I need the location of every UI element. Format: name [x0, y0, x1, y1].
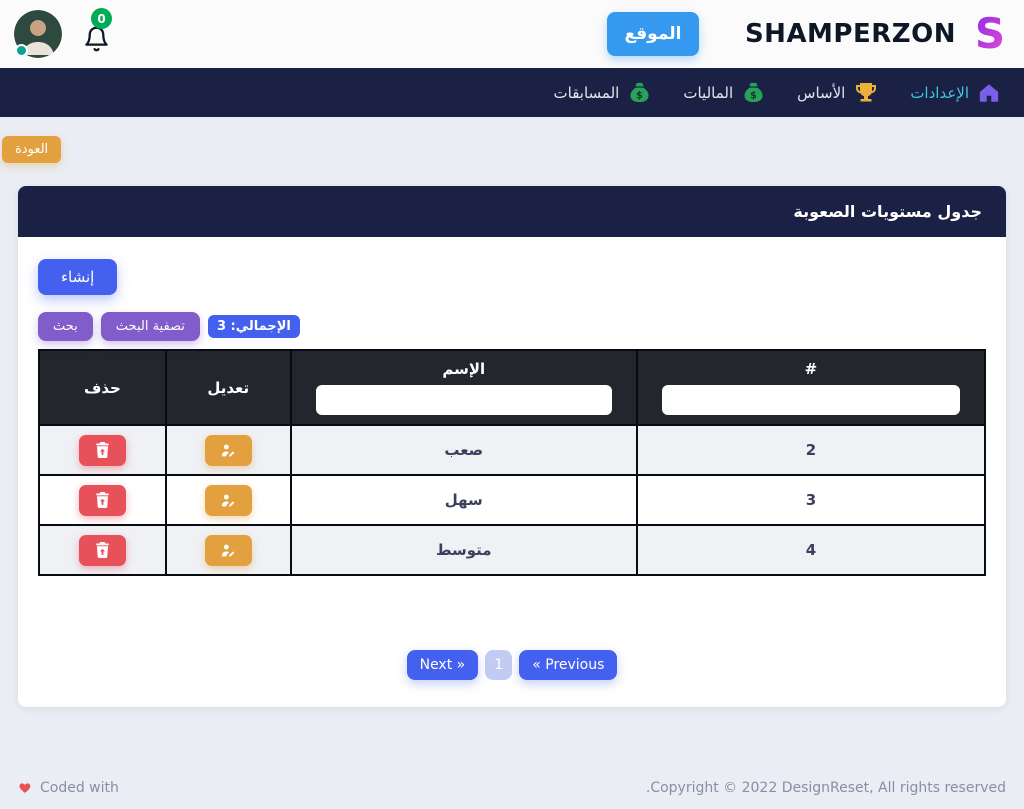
row-id-cell: 4 [635, 524, 987, 576]
previous-page-button[interactable]: Previous » [519, 650, 618, 680]
table-header: # الإسم تعديل حذف [38, 349, 987, 426]
user-avatar[interactable] [14, 10, 62, 58]
difficulty-levels-card: جدول مستويات الصعوبة إنشاء الإجمالي: 3 ت… [18, 186, 1006, 707]
notification-count-badge: 0 [91, 8, 112, 29]
edit-button[interactable] [204, 534, 252, 566]
trophy-icon [856, 82, 877, 101]
online-status-dot [15, 44, 28, 57]
svg-text:$: $ [637, 90, 644, 101]
column-header-delete: حذف [38, 349, 167, 426]
delete-button[interactable] [78, 434, 126, 466]
create-row: إنشاء [38, 259, 986, 295]
page-footer: Copyright © 2022 DesignReset, All rights… [0, 780, 1024, 809]
column-header-edit: تعديل [164, 349, 292, 426]
difficulty-levels-table: # الإسم تعديل حذف 2 صعب [38, 349, 987, 576]
site-button[interactable]: الموقع [606, 12, 699, 56]
svg-text:S: S [975, 11, 1005, 57]
row-edit-cell [164, 474, 292, 526]
create-button[interactable]: إنشاء [38, 259, 118, 295]
nav-label: الماليات [683, 83, 734, 102]
table-row: 4 متوسط [38, 524, 987, 576]
row-id-cell: 2 [635, 424, 987, 476]
delete-button[interactable] [78, 534, 126, 566]
next-page-button[interactable]: « Next [406, 650, 479, 680]
user-edit-icon [222, 494, 235, 507]
bell-icon [85, 26, 108, 52]
column-header-name: الإسم [289, 349, 638, 426]
edit-button[interactable] [204, 434, 252, 466]
total-badge: الإجمالي: 3 [207, 315, 300, 338]
row-edit-cell [164, 424, 292, 476]
brand-logo-icon: S [975, 11, 1005, 57]
table-row: 2 صعب [38, 424, 987, 476]
id-filter-input[interactable] [661, 385, 960, 415]
coded-with: Coded with [18, 780, 119, 796]
coded-with-text: Coded with [40, 780, 119, 796]
table-body: 2 صعب [38, 424, 987, 576]
notifications-button[interactable]: 0 [82, 8, 112, 56]
table-row: 3 سهل [38, 474, 987, 526]
nav-item-competitions[interactable]: $ المسابقات [538, 68, 668, 117]
heart-icon [19, 783, 31, 794]
page-title: جدول مستويات الصعوبة [793, 202, 982, 221]
column-label: # [804, 360, 818, 378]
row-name-cell: صعب [289, 424, 638, 476]
name-filter-input[interactable] [315, 385, 612, 415]
top-header: S SHAMPERZON الموقع 0 [0, 0, 1024, 68]
page-number-button[interactable]: 1 [485, 650, 513, 680]
trash-arrow-up-icon [96, 542, 109, 558]
card-header: جدول مستويات الصعوبة [18, 186, 1006, 237]
row-delete-cell [38, 474, 167, 526]
filter-search-button[interactable]: تصفية البحث [100, 312, 200, 341]
nav-item-finances[interactable]: $ الماليات [667, 68, 781, 117]
main-content: العودة جدول مستويات الصعوبة إنشاء الإجما… [0, 117, 1024, 780]
home-icon [979, 83, 999, 102]
edit-button[interactable] [204, 484, 252, 516]
money-bag-icon: $ [744, 82, 763, 103]
trash-arrow-up-icon [96, 442, 109, 458]
nav-label: المسابقات [553, 83, 620, 102]
row-delete-cell [38, 524, 167, 576]
row-edit-cell [164, 524, 292, 576]
row-name-cell: سهل [289, 474, 638, 526]
row-id-cell: 3 [635, 474, 987, 526]
main-navbar: الإعدادات الأساس $ الماليات $ المسابقات [0, 68, 1024, 117]
delete-button[interactable] [78, 484, 126, 516]
trash-arrow-up-icon [96, 492, 109, 508]
money-bag-icon: $ [630, 82, 649, 103]
back-row: العودة [0, 136, 1024, 163]
nav-label: الإعدادات [910, 83, 969, 102]
back-button[interactable]: العودة [2, 136, 62, 163]
copyright-text: Copyright © 2022 DesignReset, All rights… [645, 780, 1006, 796]
nav-item-basics[interactable]: الأساس [781, 68, 894, 117]
card-body: إنشاء الإجمالي: 3 تصفية البحث بحث # [18, 237, 1006, 707]
column-label: الإسم [442, 360, 486, 378]
brand-title: SHAMPERZON [744, 19, 956, 49]
row-name-cell: متوسط [289, 524, 638, 576]
pagination: Previous » 1 « Next [38, 650, 986, 680]
row-delete-cell [38, 424, 167, 476]
user-edit-icon [222, 544, 235, 557]
search-row: الإجمالي: 3 تصفية البحث بحث [38, 312, 986, 341]
search-button[interactable]: بحث [38, 312, 93, 341]
nav-item-settings[interactable]: الإعدادات [894, 68, 1016, 117]
column-header-id: # [635, 349, 987, 426]
user-edit-icon [222, 444, 235, 457]
nav-label: الأساس [797, 83, 846, 102]
svg-text:$: $ [750, 90, 757, 101]
